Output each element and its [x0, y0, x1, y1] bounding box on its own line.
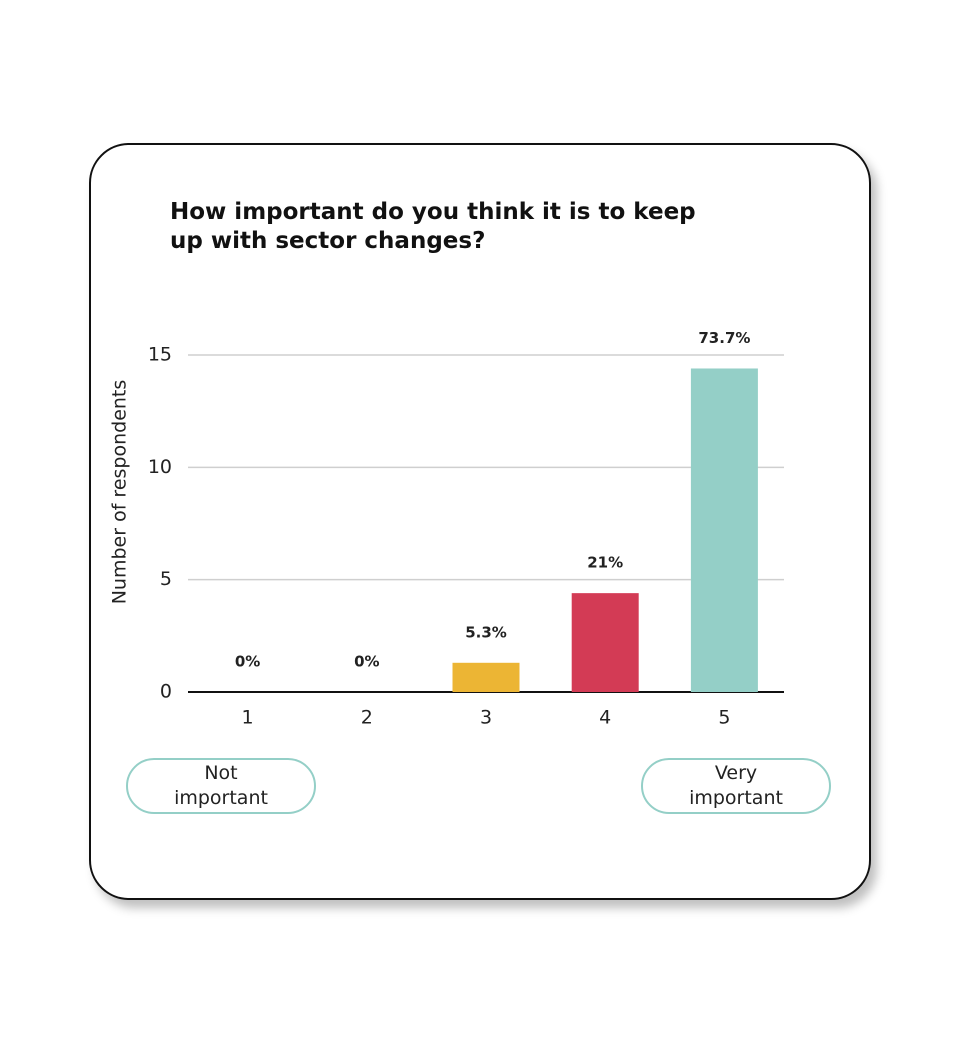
bar	[571, 593, 639, 692]
y-tick-label: 0	[160, 681, 172, 703]
x-tick-label: 5	[718, 707, 730, 729]
x-tick-label: 2	[361, 707, 373, 729]
y-axis-label: Number of respondents	[109, 380, 131, 605]
scale-label: Not important	[126, 758, 316, 814]
y-tick-label: 15	[148, 344, 172, 366]
x-tick-label: 3	[480, 707, 492, 729]
data-label: 21%	[587, 554, 623, 572]
bar	[452, 662, 520, 692]
data-label: 0%	[354, 653, 379, 671]
x-tick-label: 4	[599, 707, 611, 729]
data-label: 73.7%	[698, 329, 750, 347]
x-tick-label: 1	[242, 707, 254, 729]
y-tick-label: 10	[148, 456, 172, 478]
chart-title: How important do you think it is to keep…	[170, 199, 696, 254]
y-tick-label: 5	[160, 568, 172, 590]
bar	[690, 368, 758, 692]
data-label: 5.3%	[465, 623, 507, 641]
scale-label: Very important	[641, 758, 831, 814]
data-label: 0%	[235, 653, 260, 671]
